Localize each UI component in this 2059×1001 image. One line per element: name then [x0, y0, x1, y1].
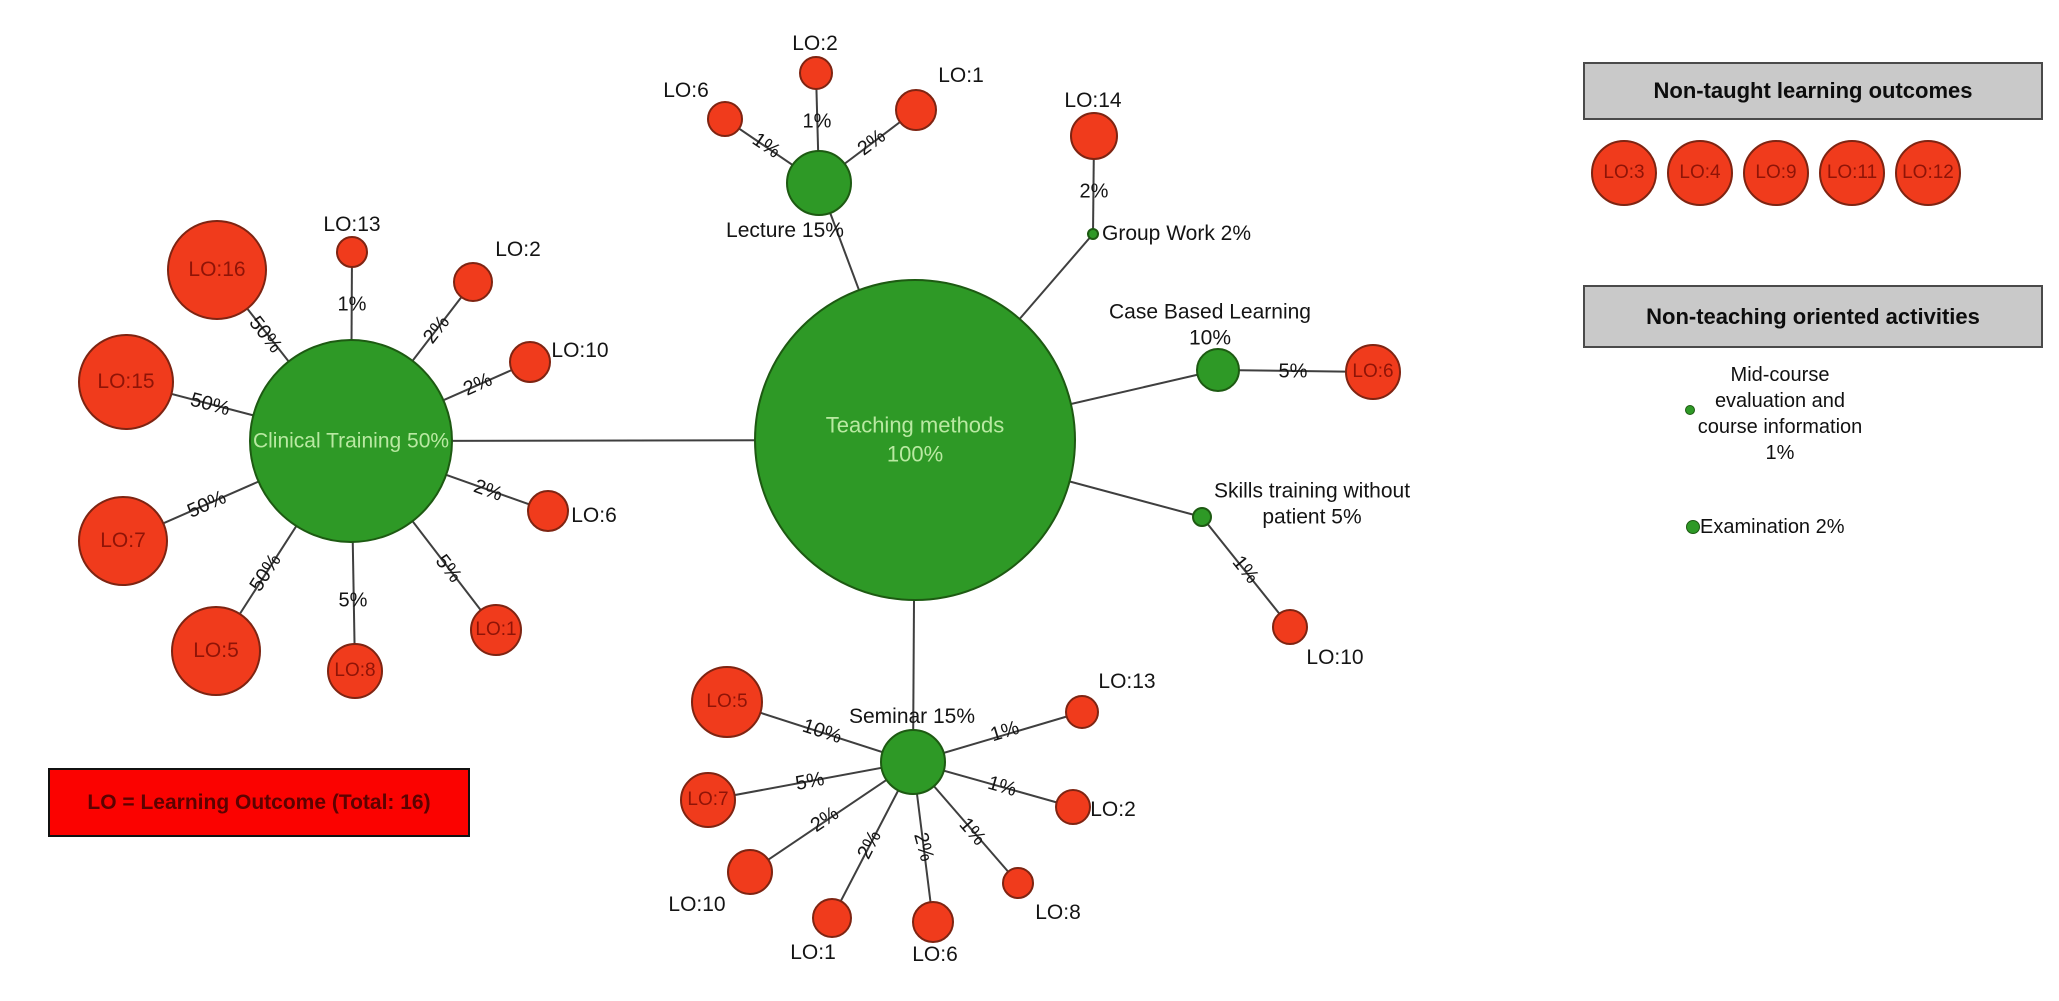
non-taught-lo-circle: LO:3: [1591, 140, 1657, 206]
non-teaching-activities-title: Non-teaching oriented activities: [1646, 303, 1980, 329]
lo-circle-sem-lo10: [727, 849, 773, 895]
lo-circle-cb-lo6: [1345, 344, 1401, 400]
hub-circle-skills: [1192, 507, 1212, 527]
lo-circle-cl-lo7: [78, 496, 168, 586]
lo-circle-gw-lo14: [1070, 112, 1118, 160]
non-taught-outcomes-row: LO:3 LO:4 LO:9 LO:11 LO:12: [1591, 140, 1961, 206]
lo-circle-cl-lo10: [509, 341, 551, 383]
hub-circle-teaching: [754, 279, 1076, 601]
hub-circle-seminar: [880, 729, 946, 795]
lo-circle-lec-lo6: [707, 101, 743, 137]
hub-circle-casebased: [1196, 348, 1240, 392]
lo-circle-cl-lo16: [167, 220, 267, 320]
lo-circle-cl-lo2: [453, 262, 493, 302]
lo-circle-cl-lo5: [171, 606, 261, 696]
lo-circle-sem-lo2: [1055, 789, 1091, 825]
non-taught-outcomes-header: Non-taught learning outcomes: [1583, 62, 2043, 120]
non-taught-lo-circle: LO:4: [1667, 140, 1733, 206]
lo-circle-sk-lo10: [1272, 609, 1308, 645]
edge-sem-lo7-seminar: [707, 761, 914, 801]
examination-dot-icon: [1686, 520, 1700, 534]
hub-circle-clinical: [249, 339, 453, 543]
mid-course-dot-icon: [1685, 405, 1695, 415]
non-taught-lo-circle: LO:9: [1743, 140, 1809, 206]
lo-circle-lec-lo1: [895, 89, 937, 131]
lo-circle-sem-lo5: [691, 666, 763, 738]
lo-circle-cl-lo8: [327, 643, 383, 699]
lo-circle-cl-lo15: [78, 334, 174, 430]
lo-circle-sem-lo1: [812, 898, 852, 938]
hub-circle-groupwork: [1087, 228, 1099, 240]
non-taught-lo-circle: LO:12: [1895, 140, 1961, 206]
lo-circle-sem-lo13: [1065, 695, 1099, 729]
lo-legend-box: LO = Learning Outcome (Total: 16): [48, 768, 470, 837]
lo-circle-cl-lo1: [470, 604, 522, 656]
lo-legend-text: LO = Learning Outcome (Total: 16): [87, 790, 431, 814]
lo-circle-sem-lo7: [680, 772, 736, 828]
examination-activity-label: Examination 2%: [1700, 516, 1845, 538]
lo-circle-cl-lo13: [336, 236, 368, 268]
non-taught-outcomes-title: Non-taught learning outcomes: [1653, 78, 1973, 103]
lo-circle-sem-lo8: [1002, 867, 1034, 899]
mid-course-activity-label: Mid-course evaluation and course informa…: [1697, 364, 1863, 464]
hub-circle-lecture: [786, 150, 852, 216]
edge-sk-lo10-skills: [1201, 516, 1291, 628]
lo-circle-cl-lo6: [527, 490, 569, 532]
non-taught-lo-circle: LO:11: [1819, 140, 1885, 206]
non-teaching-activities-header: Non-teaching oriented activities: [1583, 285, 2043, 348]
lo-circle-lec-lo2: [799, 56, 833, 90]
lo-circle-sem-lo6: [912, 901, 954, 943]
